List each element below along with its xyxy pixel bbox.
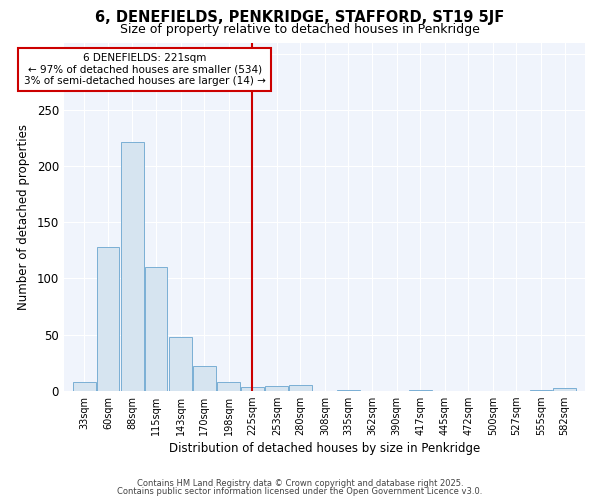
Bar xyxy=(169,337,192,390)
Bar xyxy=(289,385,312,390)
Bar xyxy=(217,382,240,390)
Text: 6, DENEFIELDS, PENKRIDGE, STAFFORD, ST19 5JF: 6, DENEFIELDS, PENKRIDGE, STAFFORD, ST19… xyxy=(95,10,505,25)
Bar xyxy=(97,247,119,390)
Y-axis label: Number of detached properties: Number of detached properties xyxy=(17,124,30,310)
Bar xyxy=(241,388,263,390)
Bar xyxy=(265,386,288,390)
Bar xyxy=(145,267,167,390)
Text: Size of property relative to detached houses in Penkridge: Size of property relative to detached ho… xyxy=(120,22,480,36)
Bar xyxy=(121,142,144,390)
Text: Contains HM Land Registry data © Crown copyright and database right 2025.: Contains HM Land Registry data © Crown c… xyxy=(137,478,463,488)
Bar xyxy=(193,366,215,390)
Bar xyxy=(553,388,576,390)
Bar xyxy=(73,382,96,390)
Text: 6 DENEFIELDS: 221sqm
← 97% of detached houses are smaller (534)
3% of semi-detac: 6 DENEFIELDS: 221sqm ← 97% of detached h… xyxy=(24,53,266,86)
Text: Contains public sector information licensed under the Open Government Licence v3: Contains public sector information licen… xyxy=(118,487,482,496)
X-axis label: Distribution of detached houses by size in Penkridge: Distribution of detached houses by size … xyxy=(169,442,480,455)
